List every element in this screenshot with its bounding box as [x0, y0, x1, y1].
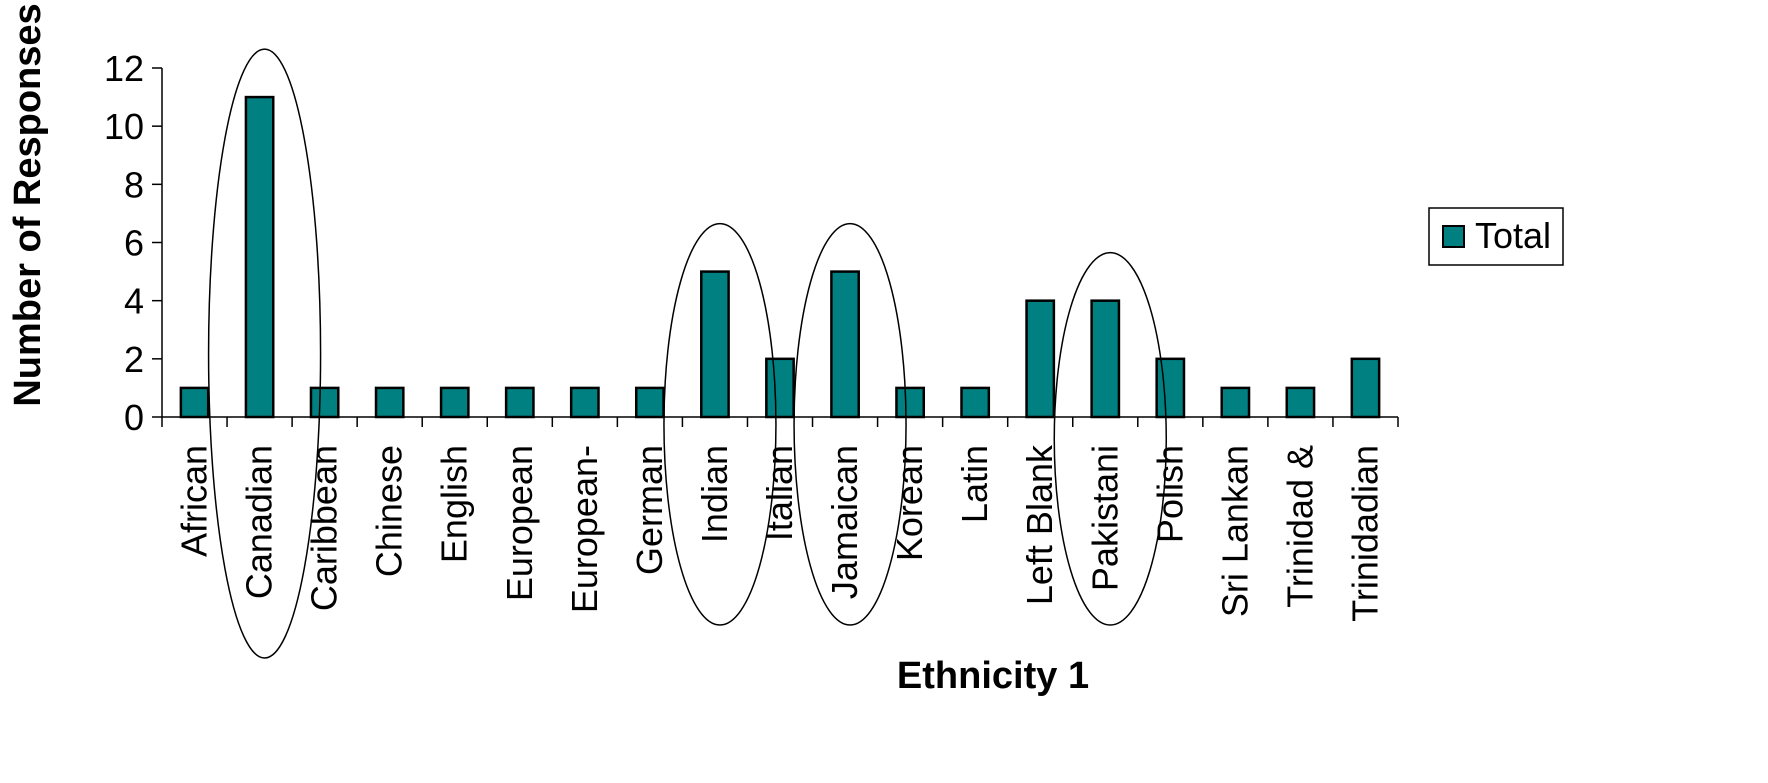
bar-european: [569, 386, 600, 419]
bar-korean: [895, 386, 926, 419]
x-tick-label: Sri Lankan: [1214, 445, 1255, 617]
y-tick-label: 12: [104, 48, 144, 89]
bar-canadian: [244, 95, 275, 419]
legend-label: Total: [1475, 215, 1551, 256]
y-tick-label: 6: [124, 223, 144, 264]
x-tick-label: European: [499, 445, 540, 601]
highlight-ellipse: [1053, 251, 1168, 626]
y-tick-label: 0: [124, 397, 144, 438]
y-ticks-group: 0 2 4 6 8 10 12: [104, 48, 162, 438]
bar-european: [504, 386, 535, 419]
x-axis-title: Ethnicity 1: [897, 655, 1089, 697]
bar-polish: [1155, 357, 1186, 419]
y-tick-label: 4: [124, 281, 144, 322]
x-tick-label: Indian: [694, 445, 735, 543]
x-tick-label: Chinese: [369, 445, 410, 577]
bar-sri-lankan: [1220, 386, 1251, 419]
bar-pakistani: [1090, 299, 1121, 419]
highlight-ellipse: [207, 48, 322, 659]
legend: Total: [1428, 207, 1564, 266]
x-tick-label: German: [629, 445, 670, 575]
x-tick-label: Trinidad &: [1279, 445, 1320, 608]
highlight-ellipse: [793, 222, 907, 626]
bar-trinidad: [1285, 386, 1316, 419]
x-tick-label: Trinidadian: [1344, 445, 1385, 622]
x-ticks-group: African Canadian Caribbean Chinese English Eu…: [161, 417, 1399, 622]
y-axis-title: Number of Responses: [7, 3, 49, 406]
bar-italian: [765, 357, 795, 419]
x-tick-label: Left Blank: [1019, 444, 1060, 605]
bar-indian: [700, 270, 730, 419]
bar-jamaican: [830, 270, 860, 419]
x-tick-label: Polish: [1149, 445, 1190, 543]
bar-chinese: [374, 386, 405, 419]
y-tick-label: 8: [124, 164, 144, 205]
y-tick-label: 2: [124, 339, 144, 380]
bar-english: [439, 386, 470, 419]
x-tick-label: Jamaican: [824, 445, 865, 599]
bars-group: [179, 95, 1381, 419]
x-tick-label: Italian: [759, 445, 800, 541]
x-tick-label: Caribbean: [304, 445, 345, 611]
bar-german: [634, 386, 665, 419]
x-tick-label: Latin: [954, 445, 995, 523]
bar-african: [179, 386, 210, 419]
bar-trinidadian: [1350, 357, 1381, 419]
x-tick-label: African: [174, 445, 215, 557]
legend-swatch: [1442, 225, 1465, 248]
highlight-ellipses-group: [207, 48, 1168, 659]
x-tick-label: European-: [564, 445, 605, 613]
bar-caribbean: [309, 386, 340, 419]
x-tick-label: Pakistani: [1084, 445, 1125, 591]
y-tick-label: 10: [104, 106, 144, 147]
highlight-ellipse: [663, 222, 777, 626]
bar-left-blank: [1025, 299, 1056, 419]
bar-latin: [960, 386, 991, 419]
x-tick-label: Canadian: [239, 445, 280, 599]
x-tick-label: English: [434, 445, 475, 563]
